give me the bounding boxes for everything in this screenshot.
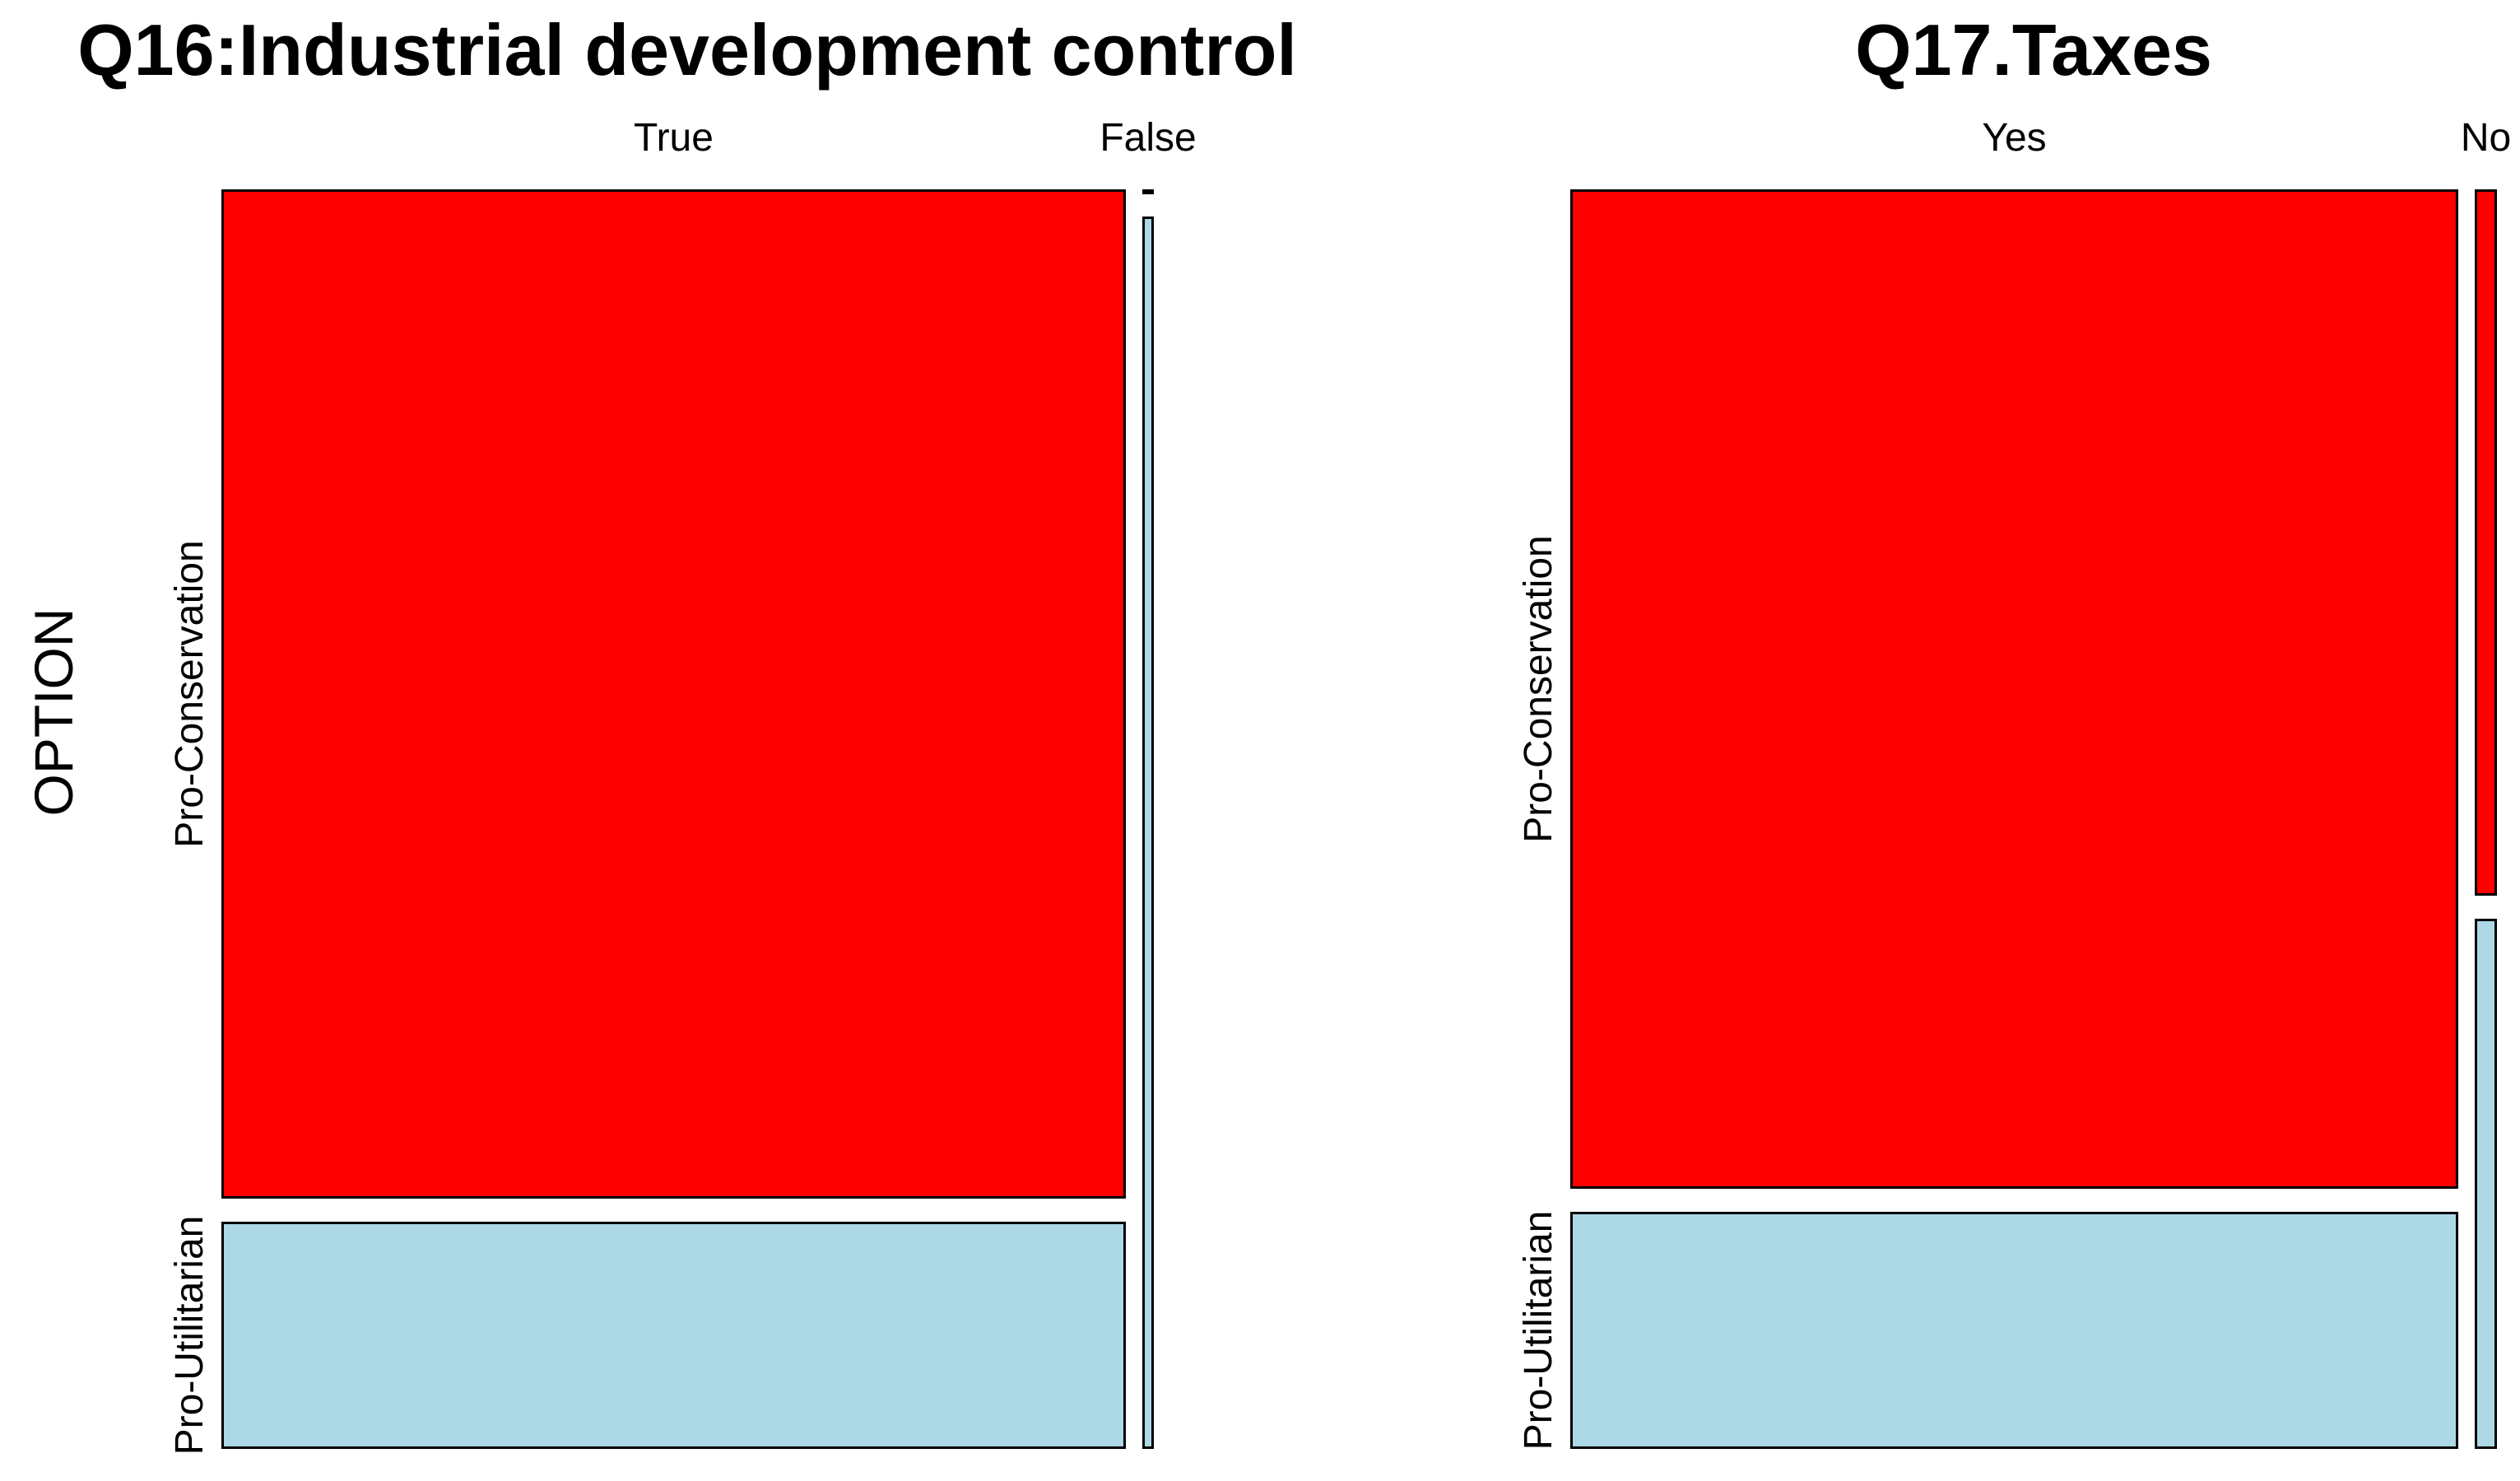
mosaic-cell-pro-utilitarian-false [1142,217,1154,1449]
plot-title-q16: Q16:Industrial development control [77,9,1297,91]
mosaic-cell-pro-utilitarian-true [221,1222,1126,1449]
mosaic-cell-pro-conservation-false [1142,189,1154,194]
mosaic-cell-pro-conservation-yes [1570,189,2458,1189]
row-label-pro-conservation: Pro-Conservation [168,540,212,848]
mosaic-cell-pro-utilitarian-no [2475,919,2497,1449]
column-label-true: True [634,116,714,160]
y-axis-label: OPTION [23,608,84,817]
row-label-pro-utilitarian: Pro-Utilitarian [168,1215,212,1455]
row-label-pro-conservation: Pro-Conservation [1517,535,1560,843]
mosaic-cell-pro-conservation-true [221,189,1126,1199]
column-label-no: No [2460,116,2512,160]
column-label-false: False [1100,116,1197,160]
mosaic-cell-pro-utilitarian-yes [1570,1212,2458,1449]
plot-title-q17: Q17.Taxes [1855,9,2212,91]
row-label-pro-utilitarian: Pro-Utilitarian [1517,1210,1560,1451]
column-label-yes: Yes [1982,116,2047,160]
mosaic-cell-pro-conservation-no [2475,189,2497,896]
